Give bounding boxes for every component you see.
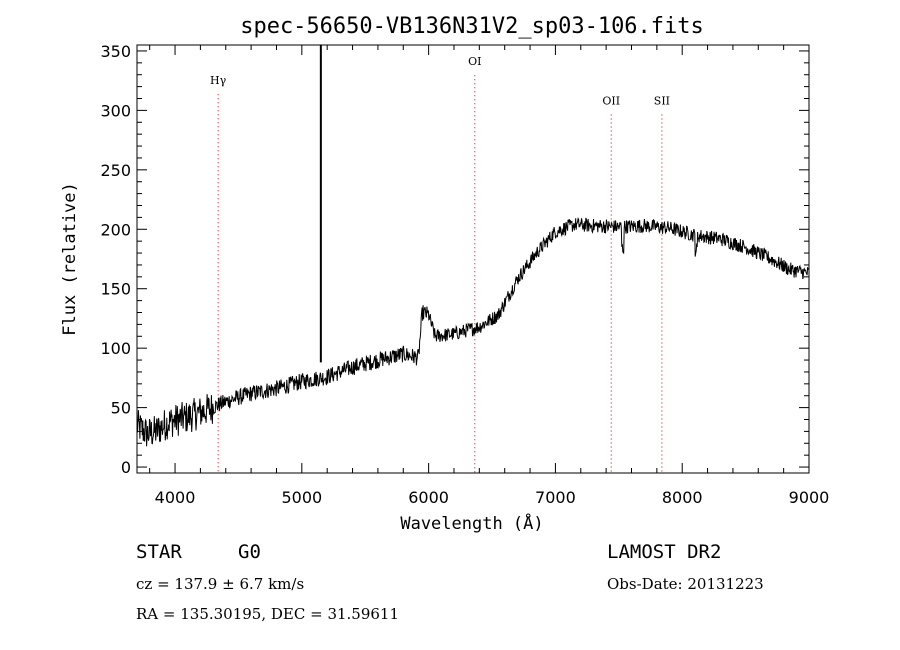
y-tick-label: 0 <box>121 458 131 477</box>
y-tick-label: 100 <box>100 339 131 358</box>
x-axis-label: Wavelength (Å) <box>400 512 543 534</box>
y-tick-label: 150 <box>100 280 131 299</box>
cz-value: cz = 137.9 ± 6.7 km/s <box>136 575 305 593</box>
coordinates: RA = 135.30195, DEC = 31.59611 <box>136 605 400 623</box>
obs-date: Obs-Date: 20131223 <box>607 575 764 593</box>
y-tick-label: 200 <box>100 220 131 239</box>
line-marker-label: Hγ <box>210 74 227 87</box>
x-tick-label: 8000 <box>662 488 703 507</box>
y-tick-label: 250 <box>100 161 131 180</box>
plot-frame <box>136 44 810 474</box>
y-tick-label: 300 <box>100 101 131 120</box>
y-tick-label: 50 <box>111 399 131 418</box>
line-marker-label: OI <box>468 55 481 68</box>
y-axis-label: Flux (relative) <box>60 182 80 336</box>
line-marker-label: OII <box>602 94 620 107</box>
x-tick-label: 7000 <box>535 488 576 507</box>
survey-label: LAMOST DR2 <box>607 541 722 563</box>
y-tick-label: 350 <box>100 42 131 61</box>
chart-title: spec-56650-VB136N31V2_sp03-106.fits <box>240 14 704 39</box>
x-tick-label: 6000 <box>408 488 449 507</box>
spectrum-line <box>136 217 809 447</box>
x-tick-label: 5000 <box>281 488 322 507</box>
class-label: STAR <box>136 541 182 563</box>
x-tick-label: 4000 <box>155 488 196 507</box>
x-tick-label: 9000 <box>789 488 830 507</box>
line-marker-label: SII <box>654 94 670 107</box>
subclass-label: G0 <box>238 541 261 563</box>
